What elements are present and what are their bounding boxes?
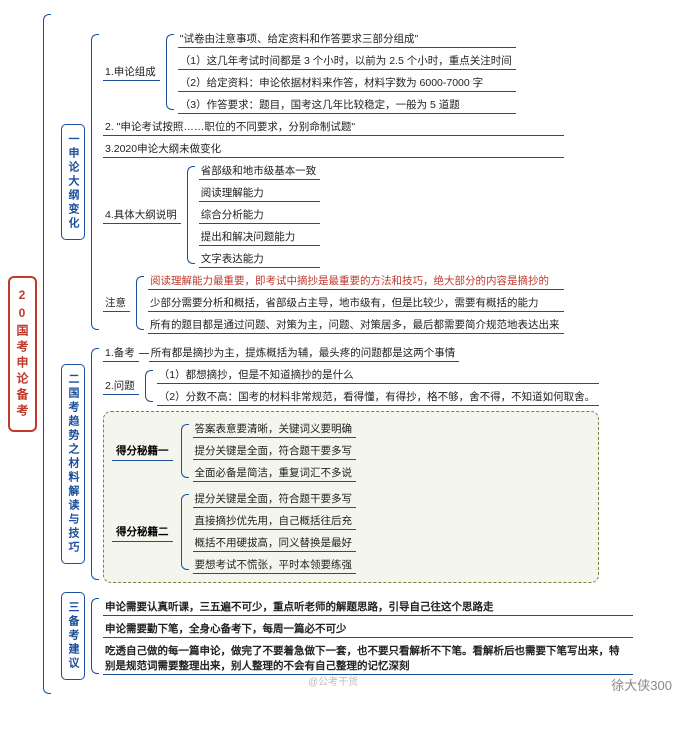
leaf: "试卷由注意事项、给定资料和作答要求三部分组成" xyxy=(178,30,516,48)
leaf: 全面必备是简洁，重复词汇不多说 xyxy=(193,464,357,482)
leaf: （1）都想摘抄，但是不知道摘抄的是什么 xyxy=(157,366,599,384)
leaf: 综合分析能力 xyxy=(199,206,321,224)
leaf: 申论需要勤下笔，全身心备考下，每周一篇必不可少 xyxy=(103,620,633,638)
section-1: 一申论大纲变化 1.申论组成 "试卷由注意事项、给定资料和作答要求三部分组成" … xyxy=(55,28,633,336)
tips-group-1-label: 得分秘籍一 xyxy=(112,441,173,461)
leaf: 省部级和地市级基本一致 xyxy=(199,162,321,180)
leaf: （3）作答要求：题目，国考这几年比较稳定，一般为 5 道题 xyxy=(178,96,516,114)
mindmap-root: 20国考申论备考 一申论大纲变化 1.申论组成 "试卷由注意事项、给定资料和作答… xyxy=(8,8,682,700)
node-label: 2.问题 xyxy=(103,377,139,395)
leaf: 吃透自己做的每一篇申论，做完了不要着急做下一套，也不要只看解析不下笔。看解析后也… xyxy=(103,642,633,675)
leaf: 直接摘抄优先用，自己概括往后充 xyxy=(193,512,357,530)
section-3: 三备考建议 申论需要认真听课，三五遍不可少，重点听老师的解题思路，引导自己往这个… xyxy=(55,592,633,680)
node-label: 1.备考 xyxy=(103,344,139,362)
leaf: 答案表意要清晰，关键词义要明确 xyxy=(193,420,357,438)
leaf: 少部分需要分析和概括，省部级占主导，地市级有，但是比较少，需要有概括的能力 xyxy=(148,294,564,312)
leaf-red: 阅读理解能力最重要，即考试中摘抄是最重要的方法和技巧，绝大部分的内容是摘抄的 xyxy=(148,272,564,290)
leaf: 提出和解决问题能力 xyxy=(199,228,321,246)
leaf: 所有都是摘抄为主，提炼概括为辅，最头疼的问题都是这两个事情 xyxy=(149,344,460,362)
section-3-title: 三备考建议 xyxy=(61,592,85,680)
node-label: 4.具体大纲说明 xyxy=(103,206,181,224)
leaf: （2）给定资料：申论依据材料来作答，材料字数为 6000-7000 字 xyxy=(178,74,516,92)
leaf: 概括不用硬拔高，同义替换是最好 xyxy=(193,534,357,552)
tips-group-2-label: 得分秘籍二 xyxy=(112,522,173,542)
node-label: 1.申论组成 xyxy=(103,63,160,81)
leaf: 要想考试不慌张，平时本领要练强 xyxy=(193,556,357,574)
leaf: 所有的题目都是通过问题、对策为主，问题、对策居多，最后都需要简介规范地表达出来 xyxy=(148,316,564,334)
tips-box: 得分秘籍一 答案表意要清晰，关键词义要明确 提分关键是全面，符合题干要多写 全面… xyxy=(103,411,599,583)
section-2-title: 二国考趋势之材料解读与技巧 xyxy=(61,364,85,564)
leaf: 提分关键是全面，符合题干要多写 xyxy=(193,442,357,460)
leaf: （1）这几年考试时间都是 3 个小时，以前为 2.5 个小时，重点关注时间 xyxy=(178,52,516,70)
section-2: 二国考趋势之材料解读与技巧 1.备考 所有都是摘抄为主，提炼概括为辅，最头疼的问… xyxy=(55,342,633,586)
leaf: 阅读理解能力 xyxy=(199,184,321,202)
leaf: （2）分数不高：国考的材料非常规范，看得懂，有得抄，格不够，舍不得，不知道如何取… xyxy=(157,388,599,406)
node-label: 注意 xyxy=(103,294,130,312)
leaf: 提分关键是全面，符合题干要多写 xyxy=(193,490,357,508)
sections-column: 一申论大纲变化 1.申论组成 "试卷由注意事项、给定资料和作答要求三部分组成" … xyxy=(55,25,633,683)
node-label: 2. "申论考试按照……职位的不同要求，分别命制试题" xyxy=(103,118,564,136)
leaf: 文字表达能力 xyxy=(199,250,321,268)
leaf: 申论需要认真听课，三五遍不可少，重点听老师的解题思路，引导自己往这个思路走 xyxy=(103,598,633,616)
root-title: 20国考申论备考 xyxy=(8,276,37,432)
section-1-title: 一申论大纲变化 xyxy=(61,124,85,240)
node-label: 3.2020申论大纲未做变化 xyxy=(103,140,564,158)
